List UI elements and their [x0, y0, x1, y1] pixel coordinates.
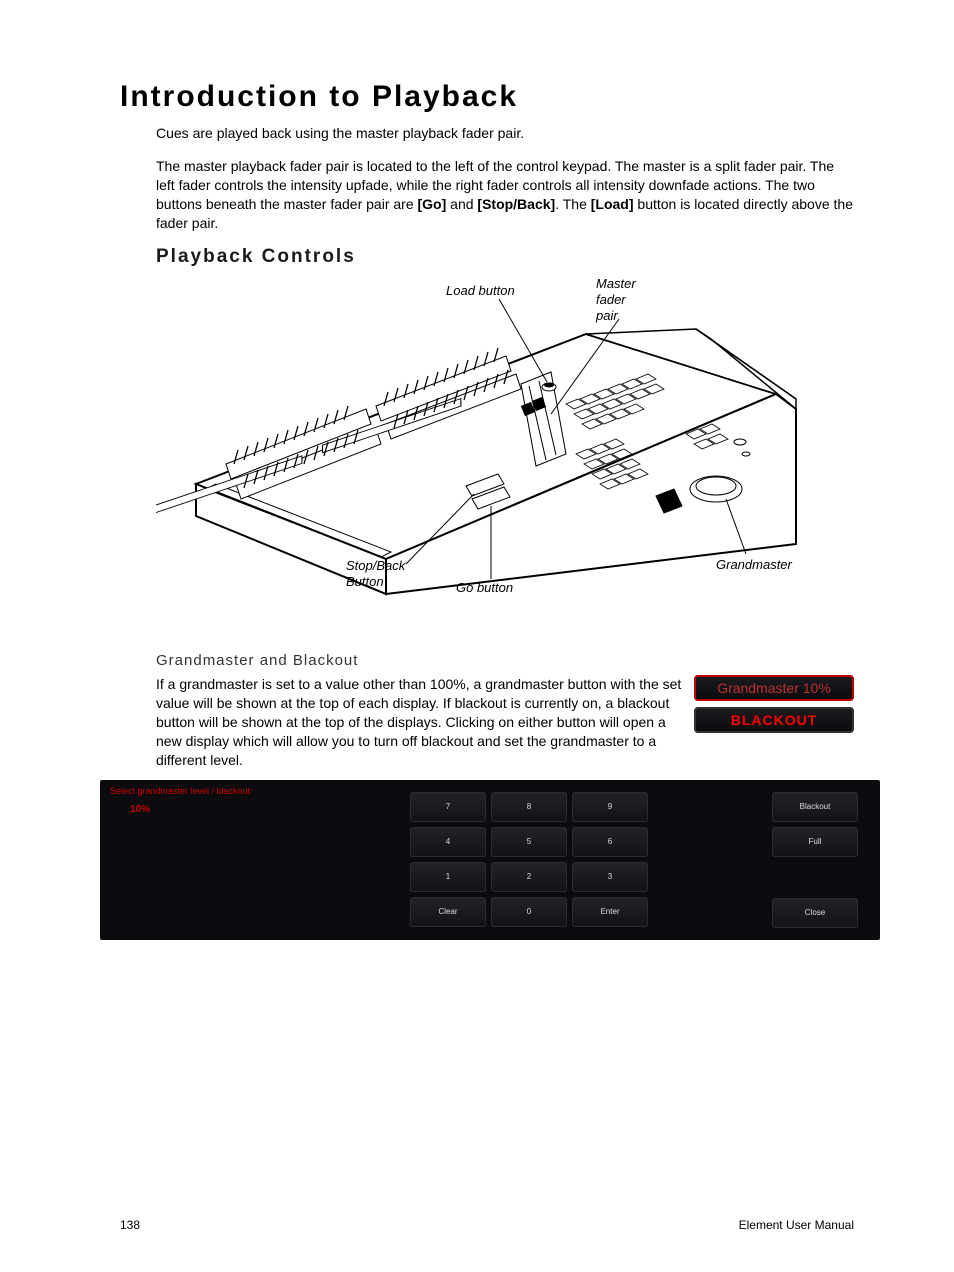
label-master-3: pair	[595, 308, 618, 323]
blackout-button-label: BLACKOUT	[731, 712, 818, 728]
page-title: Introduction to Playback	[120, 80, 854, 114]
key-1[interactable]: 1	[410, 862, 486, 892]
page-number: 138	[120, 1218, 140, 1232]
key-clear[interactable]: Clear	[410, 897, 486, 927]
panel-side-column: Blackout Full Close	[772, 792, 858, 928]
label-grandmaster: Grandmaster	[716, 557, 793, 572]
grandmaster-button-label: Grandmaster 10%	[717, 680, 831, 696]
manual-title: Element User Manual	[739, 1218, 854, 1232]
label-go: Go button	[456, 580, 513, 595]
intro-text: Cues are played back using the master pl…	[156, 124, 854, 143]
grandmaster-level-button[interactable]: Grandmaster 10%	[694, 675, 854, 701]
console-diagram: Load button Master fader pair Stop/Back …	[156, 274, 816, 624]
panel-current-value: 10%	[130, 804, 150, 815]
page-footer: 138 Element User Manual	[120, 1218, 854, 1232]
key-7[interactable]: 7	[410, 792, 486, 822]
paragraph-1: The master playback fader pair is locate…	[156, 157, 854, 233]
console-svg: Load button Master fader pair Stop/Back …	[156, 274, 816, 624]
subheading-grandmaster-blackout: Grandmaster and Blackout	[156, 652, 854, 669]
key-9[interactable]: 9	[572, 792, 648, 822]
label-stop-2: Button	[346, 574, 384, 589]
grandmaster-level-panel: Select grandmaster level / blackout: 10%…	[100, 780, 880, 940]
blackout-button[interactable]: BLACKOUT	[694, 707, 854, 733]
label-stop-1: Stop/Back	[346, 558, 407, 573]
panel-title: Select grandmaster level / blackout:	[110, 786, 253, 796]
page: Introduction to Playback Cues are played…	[0, 0, 954, 1272]
label-master-2: fader	[596, 292, 626, 307]
grandmaster-widgets: Grandmaster 10% BLACKOUT	[694, 675, 854, 769]
label-master-1: Master	[596, 276, 636, 291]
key-6[interactable]: 6	[572, 827, 648, 857]
p1-mid: and	[446, 196, 477, 212]
key-4[interactable]: 4	[410, 827, 486, 857]
label-load: Load button	[446, 283, 515, 298]
p1-b: . The	[555, 196, 591, 212]
section-heading-playback-controls: Playback Controls	[156, 246, 854, 268]
load-button-shape	[542, 383, 556, 392]
panel-close-button[interactable]: Close	[772, 898, 858, 928]
key-3[interactable]: 3	[572, 862, 648, 892]
numeric-keypad: 7 8 9 4 5 6 1 2 3 Clear 0 Enter	[410, 792, 648, 927]
grandmaster-section: If a grandmaster is set to a value other…	[156, 675, 854, 769]
key-enter[interactable]: Enter	[572, 897, 648, 927]
key-2[interactable]: 2	[491, 862, 567, 892]
grandmaster-paragraph: If a grandmaster is set to a value other…	[156, 675, 684, 769]
go-key-label: [Go]	[418, 196, 447, 212]
panel-blackout-button[interactable]: Blackout	[772, 792, 858, 822]
key-5[interactable]: 5	[491, 827, 567, 857]
key-0[interactable]: 0	[491, 897, 567, 927]
load-key-label: [Load]	[591, 196, 634, 212]
key-8[interactable]: 8	[491, 792, 567, 822]
panel-full-button[interactable]: Full	[772, 827, 858, 857]
stopback-key-label: [Stop/Back]	[477, 196, 555, 212]
